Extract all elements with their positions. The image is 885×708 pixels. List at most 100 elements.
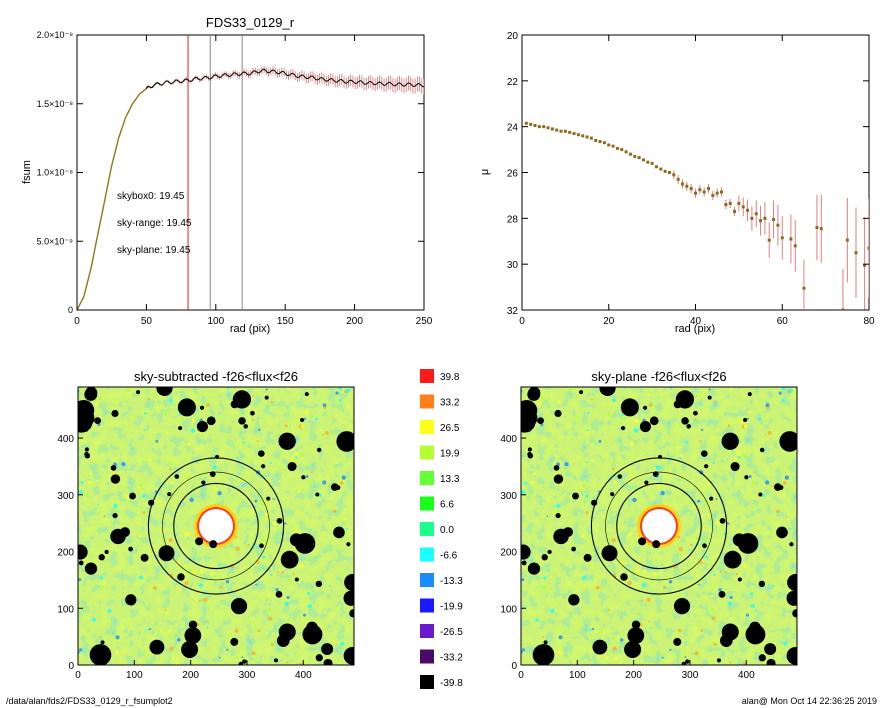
sky-subtracted-xtick-label: 0	[75, 670, 81, 681]
sky-subtracted-speckle	[97, 503, 100, 506]
sky-subtracted-speckle	[307, 603, 312, 609]
sky-plane-speckle	[545, 450, 548, 454]
sky-subtracted-masked-star	[110, 474, 121, 484]
sky-subtracted-masked-star	[278, 432, 296, 450]
sky-plane-masked-star	[541, 554, 548, 561]
sky-subtracted-speckle	[256, 440, 259, 443]
sky-plane-masked-star	[789, 542, 794, 547]
footer-stamp: alan@ Mon Oct 14 22:36:25 2019	[742, 696, 877, 706]
sky-plane-speckle	[750, 592, 754, 595]
profile-point	[720, 190, 724, 194]
sky-plane-speckle	[696, 621, 699, 623]
sky-subtracted-speckle	[283, 522, 287, 525]
profile-point	[819, 227, 823, 231]
profile-point	[707, 187, 711, 191]
sky-plane-speckle	[672, 424, 675, 427]
sky-subtracted-speckle	[100, 576, 104, 580]
profile-point	[698, 188, 702, 192]
sky-subtracted-masked-star	[167, 492, 172, 497]
sky-subtracted-speckle	[285, 523, 288, 526]
sky-subtracted-speckle	[218, 563, 221, 566]
sky-subtracted-speckle	[205, 620, 208, 623]
profile-points	[524, 121, 869, 310]
sky-subtracted-masked-star	[316, 447, 322, 453]
sky-subtracted-speckle	[335, 391, 339, 395]
sky-plane-speckle	[740, 489, 743, 493]
colorbar-swatch	[420, 420, 434, 434]
colorbar-swatch	[420, 471, 434, 485]
sky-plane-masked-star	[555, 512, 561, 519]
sky-plane-speckle	[629, 455, 631, 457]
sky-plane-speckle	[742, 662, 747, 665]
sky-subtracted-speckle	[142, 511, 146, 515]
sky-plane-speckle	[582, 483, 586, 488]
sky-subtracted-speckle	[294, 529, 298, 533]
sky-plane-speckle	[668, 580, 673, 584]
sky-plane-masked-star	[631, 620, 641, 629]
sky-plane-speckle	[620, 638, 624, 642]
growth-xlabel: rad (pix)	[230, 323, 270, 335]
growth-ytick-label: 2.0×10⁻⁸	[37, 30, 74, 40]
sky-subtracted-speckle	[198, 599, 201, 602]
sky-subtracted-speckle	[236, 456, 239, 460]
colorbar-swatch	[420, 496, 434, 511]
sky-subtracted-speckle	[274, 553, 277, 557]
sky-subtracted-speckle	[80, 481, 84, 485]
sky-subtracted-masked-star	[112, 512, 118, 519]
sky-plane-speckle	[697, 624, 700, 626]
sky-subtracted-speckle	[345, 527, 348, 531]
sky-subtracted-speckle	[166, 567, 170, 571]
profile-point	[746, 208, 750, 212]
sky-plane-masked-star	[716, 658, 721, 663]
sky-plane-masked-star	[537, 417, 544, 425]
profile-point	[633, 154, 637, 158]
sky-plane-masked-star	[543, 640, 548, 645]
profile-point	[750, 216, 754, 220]
profile-point	[672, 173, 676, 177]
profile-ylabel: μ	[479, 169, 491, 175]
sky-plane-masked-star	[528, 387, 541, 399]
growth-ytick-label: 1.5×10⁻⁸	[37, 99, 74, 109]
sky-plane-speckle	[770, 485, 773, 488]
profile-point	[529, 122, 533, 126]
sky-subtracted-speckle	[322, 480, 327, 485]
sky-plane-masked-star	[643, 405, 648, 410]
sky-subtracted-speckle	[184, 580, 189, 586]
sky-subtracted-masked-star	[321, 643, 334, 656]
growth-xtick-label: 100	[207, 316, 224, 327]
colorbar-label: -26.5	[440, 627, 463, 638]
sky-subtracted-speckle	[186, 531, 191, 536]
sky-subtracted-masked-star	[149, 639, 165, 655]
sky-subtracted-speckle	[209, 572, 214, 577]
sky-plane-masked-star	[704, 464, 709, 469]
sky-plane-masked-star	[554, 409, 562, 418]
sky-subtracted-speckle	[191, 418, 196, 423]
sky-subtracted-speckle	[300, 453, 304, 458]
sky-plane-masked-star	[732, 533, 746, 547]
sky-subtracted-masked-star	[177, 573, 185, 581]
sky-plane-speckle	[598, 439, 602, 443]
sky-subtracted-speckle	[132, 415, 136, 418]
sky-subtracted-speckle	[114, 400, 119, 405]
sky-plane-speckle	[766, 531, 769, 534]
sky-subtracted-speckle	[251, 418, 254, 421]
sky-subtracted-speckle	[155, 655, 159, 658]
sky-plane-masked-star	[744, 475, 749, 480]
sky-plane-speckle	[612, 461, 616, 465]
sky-plane-speckle	[535, 618, 539, 622]
sky-plane-speckle	[666, 462, 670, 465]
sky-plane-speckle	[700, 629, 704, 632]
sky-plane-speckle	[619, 561, 623, 565]
sky-subtracted-speckle	[89, 472, 93, 476]
sky-subtracted-speckle	[98, 396, 103, 401]
sky-subtracted-masked-star	[344, 573, 354, 592]
sky-plane-speckle	[748, 475, 752, 478]
sky-subtracted-speckle	[270, 643, 274, 647]
sky-subtracted-speckle	[267, 607, 272, 612]
sky-plane-speckle	[572, 500, 575, 503]
sky-plane-speckle	[782, 481, 787, 485]
sky-plane-masked-star	[617, 474, 623, 479]
sky-plane-masked-star	[786, 646, 797, 665]
sky-subtracted-masked-star	[349, 609, 354, 618]
sky-plane-masked-star	[553, 528, 569, 545]
